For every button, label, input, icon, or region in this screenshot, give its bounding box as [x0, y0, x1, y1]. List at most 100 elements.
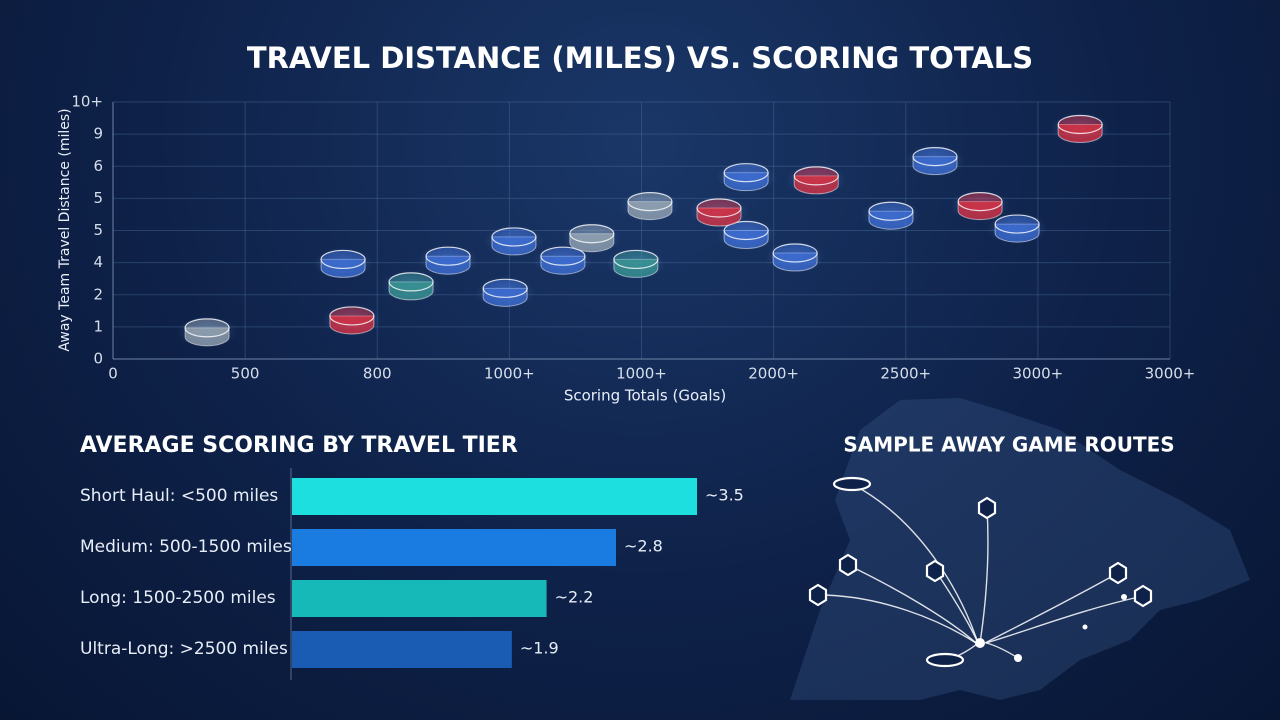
x-tick-label: 500 — [231, 365, 260, 383]
puck-icon — [832, 476, 872, 492]
category-label: Short Haul: <500 miles — [80, 486, 278, 506]
puck — [765, 240, 826, 273]
puck-top — [613, 249, 659, 270]
route — [851, 483, 979, 644]
puck-top — [627, 191, 673, 212]
puck-top — [957, 191, 1003, 212]
value-label: ~2.2 — [555, 588, 594, 607]
x-tick-label: 1000+ — [616, 365, 667, 383]
plot: 0 500 800 1000+ 1000+ 2000+ 2500+ 3000+ 3000+ 0 1 2… — [71, 93, 1195, 383]
routes — [817, 483, 1144, 663]
puck — [418, 244, 479, 277]
puck — [716, 160, 777, 193]
x-tick-label: 800 — [363, 365, 392, 383]
puck-top — [329, 306, 375, 326]
puck-top — [723, 220, 769, 241]
hub — [975, 638, 985, 648]
route — [979, 507, 989, 644]
route — [817, 594, 977, 644]
map-title: SAMPLE AWAY GAME ROUTES — [843, 433, 1174, 457]
puck — [904, 144, 965, 177]
puck — [313, 247, 374, 280]
puck-top — [320, 249, 366, 270]
puck — [532, 244, 593, 277]
x-tick-label: 1000+ — [484, 365, 535, 383]
value-label: ~2.8 — [624, 537, 663, 556]
puck-top — [793, 166, 839, 186]
puck-top — [1057, 114, 1103, 135]
puck-top — [482, 278, 528, 298]
puck — [619, 189, 680, 222]
venue-icon — [808, 583, 828, 607]
puck — [716, 218, 777, 251]
puck-top — [540, 246, 586, 266]
puck-icon — [925, 652, 965, 668]
puck-top — [388, 272, 434, 292]
land — [790, 398, 1250, 700]
value-label: ~3.5 — [705, 486, 744, 505]
dot — [1014, 654, 1022, 662]
venue-icon — [838, 553, 858, 577]
puck-top — [569, 224, 615, 244]
puck — [689, 196, 750, 229]
puck-top — [723, 163, 769, 183]
y-axis-label: Away Team Travel Distance (miles) — [57, 108, 73, 351]
puck-top — [868, 201, 914, 221]
y-tick-label: 1 — [93, 317, 103, 335]
puck-top — [425, 246, 471, 266]
route — [847, 564, 977, 644]
venue-icon — [1108, 561, 1128, 585]
bar — [292, 631, 512, 668]
puck-top — [994, 214, 1040, 234]
venue-icon — [1133, 584, 1153, 608]
puck — [381, 269, 442, 302]
bar-chart-title: AVERAGE SCORING BY TRAVEL TIER — [80, 433, 518, 458]
y-tick-label: 5 — [93, 189, 103, 207]
dot — [1082, 624, 1088, 630]
puck — [483, 224, 544, 257]
map: SAMPLE AWAY GAME ROUTES — [790, 398, 1250, 700]
y-tick-label: 5 — [93, 221, 103, 239]
bar — [292, 529, 616, 566]
puck-top — [912, 147, 958, 167]
puck — [605, 247, 666, 280]
puck — [561, 221, 622, 254]
bar — [292, 580, 547, 617]
x-tick-label: 2500+ — [880, 365, 931, 383]
puck-top — [696, 198, 742, 218]
y-tick-label: 0 — [93, 350, 103, 368]
y-tick-label: 6 — [93, 157, 103, 175]
dot — [1121, 594, 1127, 600]
venues — [808, 476, 1153, 668]
puck — [860, 199, 921, 232]
category-label: Long: 1500-2500 miles — [80, 588, 276, 608]
y-tick-label: 9 — [93, 125, 103, 143]
venue-icon — [925, 559, 945, 583]
puck — [177, 315, 238, 348]
route — [934, 569, 979, 644]
y-tick-label: 2 — [93, 285, 103, 303]
puck-top — [772, 243, 818, 263]
route — [984, 572, 1119, 644]
route-dots — [975, 594, 1127, 662]
puck-top — [184, 318, 230, 338]
category-label: Ultra-Long: >2500 miles — [80, 639, 288, 659]
puck — [786, 163, 847, 196]
x-tick-label: 0 — [108, 365, 118, 383]
puck — [987, 212, 1048, 245]
category-label: Medium: 500-1500 miles — [80, 537, 292, 557]
puck-top — [491, 227, 537, 247]
y-tick-label: 4 — [93, 253, 103, 271]
bar — [292, 478, 697, 515]
route — [985, 595, 1144, 644]
x-axis-label: Scoring Totals (Goals) — [564, 387, 726, 405]
chart-title: TRAVEL DISTANCE (MILES) VS. SCORING TOTA… — [247, 41, 1033, 75]
venue-icon — [977, 496, 997, 520]
puck — [950, 189, 1011, 222]
puck — [321, 303, 382, 336]
x-tick-label: 3000+ — [1013, 365, 1064, 383]
x-tick-label: 3000+ — [1145, 365, 1196, 383]
x-tick-label: 2000+ — [748, 365, 799, 383]
puck — [1050, 112, 1111, 145]
